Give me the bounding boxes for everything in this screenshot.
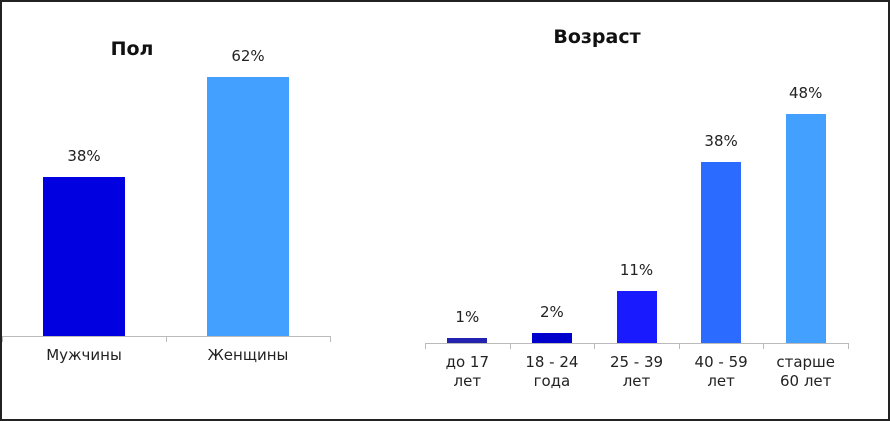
x-axis-tick <box>425 343 426 349</box>
value-label: 62% <box>231 47 265 65</box>
x-axis-tick <box>848 343 849 349</box>
chart-title: Пол <box>110 38 154 60</box>
bar <box>701 161 742 343</box>
x-tick-label: Женщины <box>207 346 289 364</box>
bar <box>531 333 572 343</box>
x-axis-tick <box>2 336 3 342</box>
x-axis-tick <box>166 336 167 342</box>
x-axis-tick <box>330 336 331 342</box>
x-tick-label: 40 - 59 лет <box>694 353 748 390</box>
value-label: 1% <box>455 308 480 327</box>
x-tick-label: до 17 лет <box>445 353 489 390</box>
x-axis-tick <box>763 343 765 349</box>
value-label: 48% <box>789 84 823 102</box>
value-label: 38% <box>704 131 738 150</box>
value-label: 2% <box>539 303 564 322</box>
chart-title: Возраст <box>553 26 641 48</box>
value-label: 11% <box>619 260 654 279</box>
x-axis <box>425 343 848 344</box>
value-label: 38% <box>67 147 101 166</box>
bar <box>785 114 826 343</box>
x-tick-label: старше 60 лет <box>776 353 836 390</box>
x-axis-tick <box>678 343 680 349</box>
x-tick-label: 25 - 39 лет <box>609 353 664 390</box>
bar <box>447 338 488 343</box>
bar <box>207 77 289 336</box>
bar <box>43 177 125 336</box>
x-axis-tick <box>509 343 511 349</box>
x-axis-tick <box>594 343 596 349</box>
x-tick-label: Мужчины <box>46 346 122 364</box>
x-tick-label: 18 - 24 года <box>525 353 579 390</box>
bar <box>616 290 657 343</box>
